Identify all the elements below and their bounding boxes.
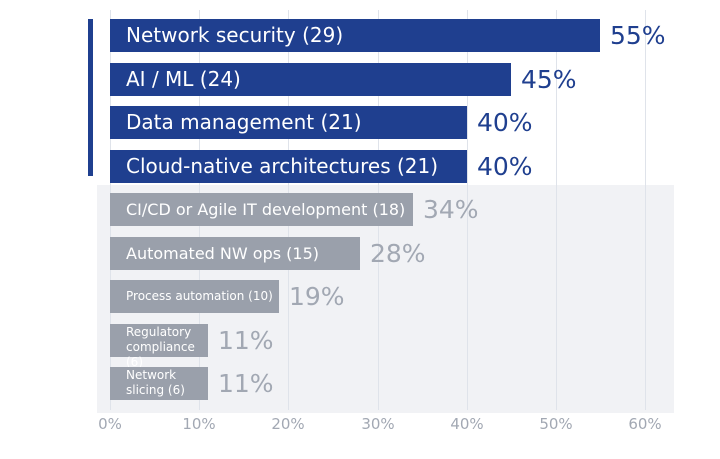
- bar: [110, 62, 511, 96]
- x-tick-label: 20%: [271, 415, 305, 433]
- gridline: [467, 10, 468, 410]
- x-tick-label: 60%: [628, 415, 662, 433]
- bar: [110, 149, 467, 183]
- bar-label: CI/CD or Agile IT development (18): [126, 200, 406, 219]
- value-label: 19%: [289, 282, 345, 311]
- bar: [110, 236, 360, 270]
- x-tick-label: 0%: [98, 415, 122, 433]
- value-label: 55%: [610, 21, 666, 50]
- bar-label: AI / ML (24): [126, 66, 241, 91]
- value-label: 34%: [423, 195, 479, 224]
- bar: [110, 367, 208, 400]
- bar-label: Data management (21): [126, 110, 362, 134]
- value-label: 40%: [477, 151, 533, 181]
- bar-label: Network slicing (6): [126, 368, 185, 397]
- bar-label: Network security (29): [126, 23, 344, 47]
- x-tick-label: 10%: [182, 415, 216, 433]
- gridline: [556, 10, 557, 410]
- value-label: 11%: [218, 369, 274, 398]
- bar: [110, 280, 279, 313]
- bar-label: Regulatory compliance (6): [126, 324, 195, 369]
- value-label: 40%: [477, 108, 533, 137]
- gridline: [645, 10, 646, 410]
- value-label: 45%: [521, 64, 577, 94]
- bar-label: Cloud-native architectures (21): [126, 153, 439, 178]
- x-tick-label: 50%: [539, 415, 573, 433]
- highlight-accent-line: [88, 19, 93, 176]
- x-tick-label: 30%: [361, 415, 395, 433]
- bar: [110, 19, 600, 52]
- x-tick-label: 40%: [450, 415, 484, 433]
- bar-label: Process automation (10): [126, 289, 273, 303]
- bar: [110, 106, 467, 139]
- value-label: 28%: [370, 238, 426, 268]
- bar-label: Automated NW ops (15): [126, 243, 319, 263]
- bar: [110, 323, 208, 357]
- bar: [110, 193, 413, 226]
- value-label: 11%: [218, 325, 274, 355]
